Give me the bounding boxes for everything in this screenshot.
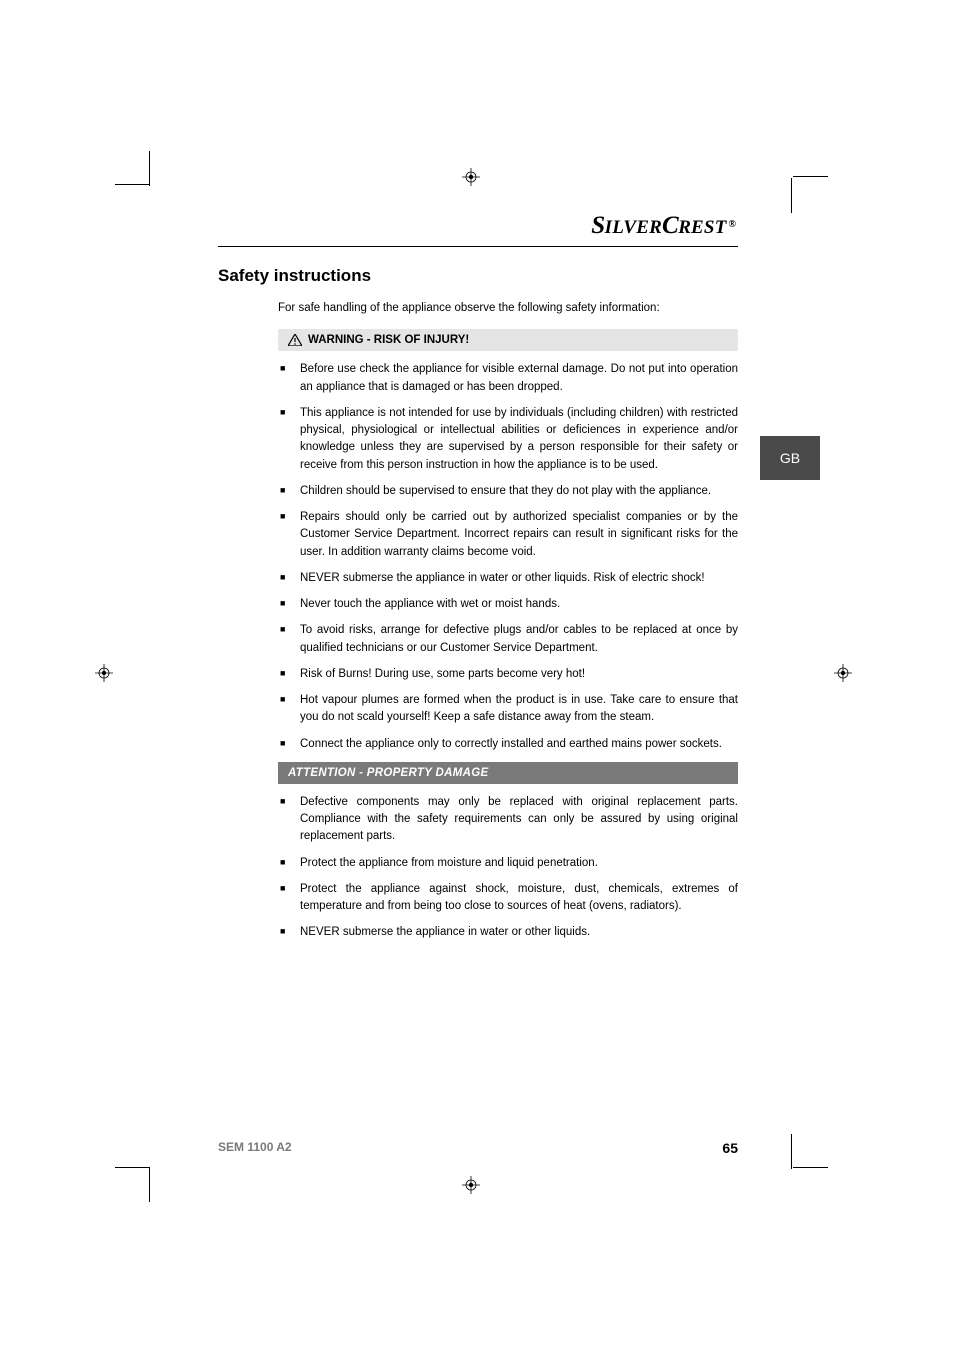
list-item: Protect the appliance from moisture and … xyxy=(278,855,738,872)
list-item: Hot vapour plumes are formed when the pr… xyxy=(278,692,738,727)
language-tab: GB xyxy=(760,436,820,480)
list-item: To avoid risks, arrange for defective pl… xyxy=(278,622,738,657)
registration-mark-icon xyxy=(95,664,113,682)
list-item: Risk of Burns! During use, some parts be… xyxy=(278,666,738,683)
brand-text: S xyxy=(591,212,604,239)
brand-text: C xyxy=(662,212,678,239)
list-item: Defective components may only be replace… xyxy=(278,794,738,846)
list-item: Connect the appliance only to correctly … xyxy=(278,736,738,753)
list-item: This appliance is not intended for use b… xyxy=(278,405,738,474)
crop-mark xyxy=(791,1134,792,1169)
crop-mark xyxy=(115,184,150,185)
list-item: Protect the appliance against shock, moi… xyxy=(278,881,738,916)
crop-mark xyxy=(793,1167,828,1168)
list-item: Before use check the appliance for visib… xyxy=(278,361,738,396)
page: SILVERCREST® Safety instructions For saf… xyxy=(0,0,954,1350)
registration-mark-icon xyxy=(462,1176,480,1194)
registration-mark-icon xyxy=(834,664,852,682)
header-rule xyxy=(218,246,738,247)
brand-text: ILVER xyxy=(605,217,662,238)
brand-reg: ® xyxy=(729,219,736,230)
warning-list: Before use check the appliance for visib… xyxy=(278,361,738,753)
list-item: Never touch the appliance with wet or mo… xyxy=(278,596,738,613)
attention-banner: ATTENTION - PROPERTY DAMAGE xyxy=(278,762,738,784)
warning-triangle-icon xyxy=(288,334,302,346)
brand-text: REST xyxy=(678,217,726,238)
attention-banner-label: ATTENTION - PROPERTY DAMAGE xyxy=(288,767,488,779)
registration-mark-icon xyxy=(462,168,480,186)
warning-banner-label: WARNING - RISK OF INJURY! xyxy=(308,334,469,346)
crop-mark xyxy=(115,1167,150,1168)
list-item: Children should be supervised to ensure … xyxy=(278,483,738,500)
list-item: NEVER submerse the appliance in water or… xyxy=(278,570,738,587)
intro-text: For safe handling of the appliance obser… xyxy=(278,300,738,317)
footer: SEM 1100 A2 65 xyxy=(218,1140,738,1156)
list-item: Repairs should only be carried out by au… xyxy=(278,509,738,561)
brand-logo: SILVERCREST® xyxy=(591,212,736,240)
warning-banner: WARNING - RISK OF INJURY! xyxy=(278,329,738,351)
crop-mark xyxy=(149,1167,150,1202)
content-area: Safety instructions For safe handling of… xyxy=(218,266,738,951)
section-title: Safety instructions xyxy=(218,266,738,286)
footer-page-number: 65 xyxy=(722,1140,738,1156)
crop-mark xyxy=(149,151,150,186)
crop-mark xyxy=(793,176,828,177)
crop-mark xyxy=(791,178,792,213)
attention-list: Defective components may only be replace… xyxy=(278,794,738,942)
footer-model: SEM 1100 A2 xyxy=(218,1140,292,1156)
list-item: NEVER submerse the appliance in water or… xyxy=(278,924,738,941)
language-label: GB xyxy=(780,450,800,466)
